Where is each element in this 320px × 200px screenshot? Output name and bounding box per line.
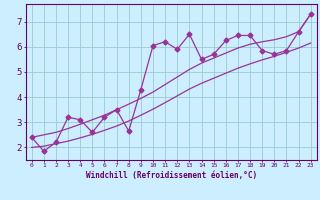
X-axis label: Windchill (Refroidissement éolien,°C): Windchill (Refroidissement éolien,°C) [86,171,257,180]
